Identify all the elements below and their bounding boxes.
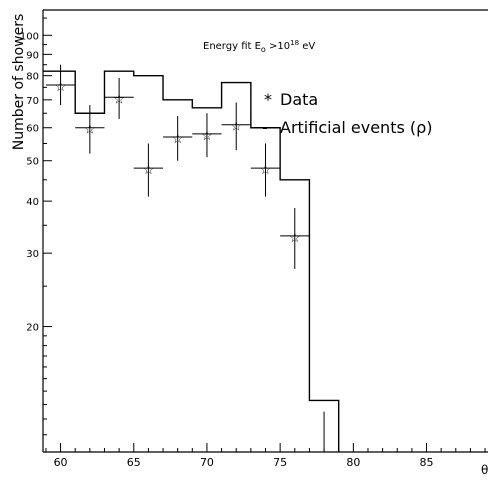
histogram-layer — [43, 70, 340, 452]
x-tick-label: 85 — [420, 456, 434, 469]
data-point: ☆ — [104, 77, 134, 119]
star-marker: ☆ — [143, 163, 155, 178]
x-tick-label: 65 — [127, 456, 141, 469]
star-marker: ☆ — [260, 163, 272, 178]
star-marker: ☆ — [289, 231, 301, 246]
data-point: ☆ — [280, 208, 310, 269]
plot-frame-layer — [42, 9, 488, 453]
star-marker: ☆ — [201, 129, 213, 144]
data-point: ☆ — [221, 102, 251, 151]
y-tick-label: 30 — [26, 249, 39, 260]
y-tick-label: 90 — [26, 50, 39, 61]
data-point: ☆ — [250, 143, 281, 197]
y-tick-label: 100 — [20, 31, 39, 42]
data-point: ☆ — [192, 113, 222, 158]
x-tick-label: 70 — [200, 456, 214, 469]
star-marker: ☆ — [55, 80, 67, 95]
legend-data-marker: * — [264, 90, 272, 109]
data-points-layer: ☆ ☆ ☆ ☆ ☆ ☆ ☆ ☆ ☆ — [45, 64, 325, 452]
y-axis-label: Number of showers — [11, 14, 27, 150]
data-point: ☆ — [133, 143, 164, 197]
legend-artificial-label: Artificial events (ρ) — [280, 118, 433, 137]
legend-artificial-marker: - — [262, 118, 268, 137]
legend-data-label: Data — [280, 90, 318, 109]
x-tick-label: 75 — [273, 456, 287, 469]
y-tick-label: 80 — [26, 72, 39, 83]
axis-ticks-layer: 60 65 70 75 80 85 20 30 40 50 60 70 80 90 100 — [20, 17, 486, 469]
data-point: ☆ — [163, 116, 193, 161]
x-axis-label-partial: θ — [481, 463, 488, 476]
y-tick-label: 50 — [26, 157, 39, 168]
star-marker: ☆ — [230, 120, 242, 135]
data-point: ☆ — [45, 64, 76, 106]
star-marker: ☆ — [84, 123, 96, 138]
y-tick-label: 60 — [26, 124, 39, 135]
y-tick-label: 20 — [26, 323, 39, 334]
labels-layer: Energy fit Eo >1018 eV * Data- Artificial e… — [11, 14, 488, 477]
histogram-artificial-events — [43, 70, 340, 452]
x-tick-label: 80 — [346, 456, 360, 469]
star-marker: ☆ — [113, 92, 125, 107]
x-tick-label: 60 — [54, 456, 68, 469]
y-tick-label: 40 — [26, 197, 39, 208]
data-point: ☆ — [75, 105, 105, 154]
star-marker: ☆ — [172, 132, 184, 147]
y-tick-label: 70 — [26, 96, 39, 107]
energy-fit-annotation: Energy fit Eo >1018 eV — [203, 39, 315, 54]
